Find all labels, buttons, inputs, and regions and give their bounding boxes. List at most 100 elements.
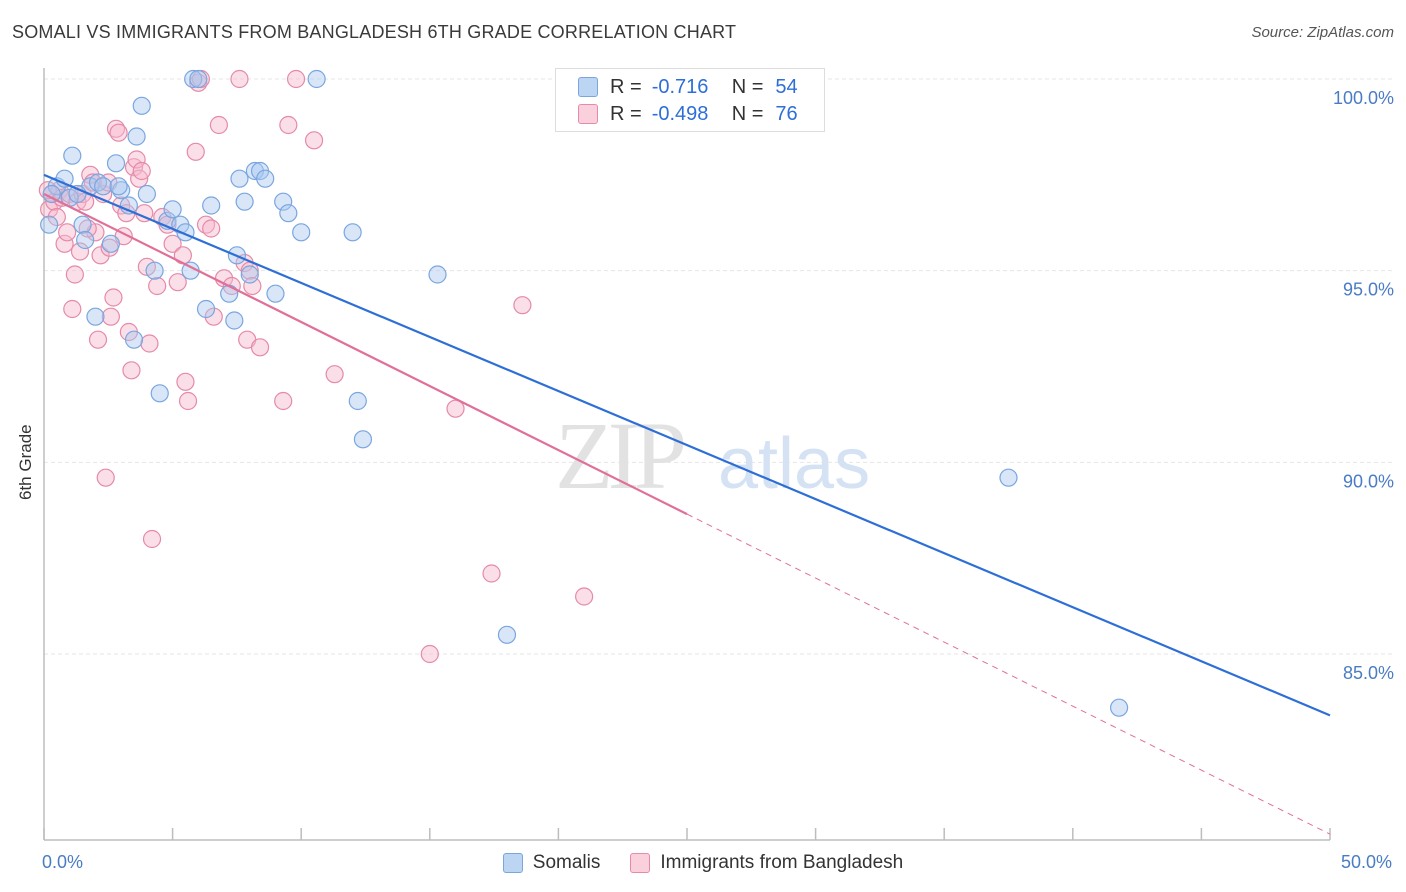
stats-row-bangladesh: R = -0.498 N = 76: [578, 101, 798, 127]
bangladesh-point-70: [482, 564, 501, 583]
somali-trend-line: [43, 173, 1331, 717]
somali-point-33: [235, 192, 254, 211]
x-min-label: 0.0%: [42, 852, 84, 872]
bangladesh-point-66: [304, 131, 324, 150]
bangladesh-point-10: [65, 265, 84, 284]
source-label: Source: ZipAtlas.com: [1251, 24, 1394, 41]
somali-point-29: [220, 284, 239, 303]
somali-point-35: [245, 161, 265, 181]
somali-point-4: [63, 146, 82, 165]
y-tick-label-1: 95.0%: [1343, 280, 1394, 300]
somali-point-5: [73, 215, 92, 234]
legend-item-somali[interactable]: Somalis: [502, 852, 600, 874]
somali-point-39: [274, 192, 293, 211]
bangladesh-point-65: [286, 69, 306, 89]
bangladesh-point-40: [148, 276, 167, 296]
bangladesh-point-7: [58, 223, 77, 242]
somali-point-48: [999, 468, 1018, 487]
somali-point-42: [307, 69, 326, 89]
bangladesh-point-62: [250, 338, 270, 357]
watermark: ZIP atlas: [555, 402, 870, 509]
y-tick-label-3: 85.0%: [1343, 663, 1394, 683]
watermark-atlas: atlas: [718, 424, 870, 504]
bangladesh-point-63: [274, 391, 293, 411]
bangladesh-point-61: [243, 276, 262, 296]
somali-point-10: [94, 177, 113, 196]
somali-point-8: [86, 307, 105, 326]
somali-point-47: [497, 625, 517, 644]
r-value: -0.716: [651, 75, 709, 98]
somali-point-44: [348, 391, 367, 411]
n-value: 54: [775, 75, 798, 98]
bangladesh-point-43: [163, 234, 182, 253]
bangladesh-point-72: [575, 587, 594, 606]
somali-legend-swatch: [502, 853, 523, 873]
somali-point-51: [109, 177, 128, 196]
n-value: 76: [775, 102, 798, 125]
legend: Somalis Immigrants from Bangladesh: [0, 852, 1406, 874]
somali-point-6: [76, 230, 95, 250]
somali-point-16: [132, 96, 151, 115]
bangladesh-trend-line: [43, 193, 688, 516]
somali-point-30: [225, 311, 244, 330]
legend-label-bangladesh: Immigrants from Bangladesh: [660, 852, 904, 873]
bangladesh-point-21: [96, 468, 115, 487]
somali-point-37: [256, 169, 275, 188]
bangladesh-point-31: [122, 361, 141, 380]
y-tick-labels: 100.0% 95.0% 90.0% 85.0%: [1333, 88, 1394, 683]
x-max-label: 50.0%: [1340, 852, 1392, 872]
bangladesh-legend-swatch: [630, 853, 651, 873]
bangladesh-point-24: [104, 288, 123, 307]
watermark-zip: ZIP: [555, 402, 684, 509]
bangladesh-point-57: [230, 69, 249, 89]
somali-point-46: [428, 265, 447, 284]
bangladesh-point-71: [513, 296, 532, 315]
y-tick-label-2: 90.0%: [1343, 471, 1394, 491]
bangladesh-point-48: [186, 142, 205, 161]
legend-item-bangladesh[interactable]: Immigrants from Bangladesh: [630, 852, 903, 874]
bangladesh-point-33: [127, 150, 146, 169]
somali-point-2: [55, 169, 74, 188]
y-axis-label: 6th Grade: [16, 424, 35, 500]
y-tick-label-0: 100.0%: [1333, 88, 1394, 108]
r-label: R =: [610, 75, 642, 98]
somali-point-12: [106, 154, 126, 173]
bangladesh-point-64: [279, 115, 298, 135]
bangladesh-point-12: [70, 242, 90, 261]
somali-point-27: [196, 299, 216, 319]
somali-point-21: [163, 200, 182, 219]
somali-point-32: [230, 169, 249, 188]
bangladesh-point-52: [202, 219, 221, 238]
n-label: N =: [731, 102, 764, 125]
somali-point-19: [150, 384, 169, 403]
somali-point-18: [145, 261, 164, 280]
somali-point-15: [127, 127, 146, 146]
bangladesh-point-23: [101, 307, 120, 326]
bangladesh-point-67: [325, 365, 344, 384]
bangladesh-point-38: [140, 334, 159, 353]
trend-lines: [43, 173, 1331, 835]
r-label: R =: [610, 102, 642, 125]
somali-point-41: [292, 223, 311, 242]
somali-point-40: [279, 204, 298, 223]
somali-point-38: [266, 284, 285, 303]
grid-lines: [44, 78, 1395, 655]
chart-title: SOMALI VS IMMIGRANTS FROM BANGLADESH 6TH…: [12, 22, 737, 42]
bangladesh-trend-line-dashed: [686, 513, 1331, 835]
somali-point-25: [184, 69, 203, 89]
somali-point-0: [40, 215, 59, 234]
somali-point-34: [240, 265, 259, 284]
bangladesh-point-3: [47, 207, 66, 227]
bangladesh-point-54: [209, 115, 228, 135]
somali-point-49: [1109, 698, 1129, 717]
bangladesh-point-46: [176, 372, 195, 391]
bangladesh-point-53: [204, 307, 223, 326]
bangladesh-point-18: [88, 330, 108, 349]
bangladesh-point-69: [446, 399, 465, 418]
bangladesh-point-68: [420, 644, 439, 664]
somali-point-17: [137, 184, 156, 204]
bangladesh-point-6: [55, 234, 74, 253]
stats-row-somali: R = -0.716 N = 54: [578, 74, 798, 100]
bangladesh-point-47: [178, 391, 198, 411]
